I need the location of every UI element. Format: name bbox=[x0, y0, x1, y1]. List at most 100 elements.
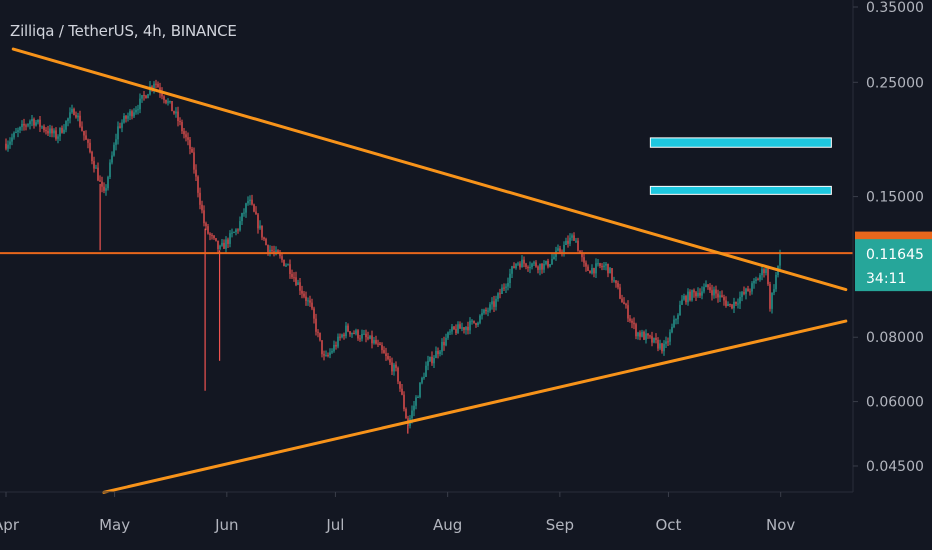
candle-body bbox=[273, 251, 275, 253]
candle-body bbox=[703, 287, 705, 292]
candle-body bbox=[193, 152, 195, 170]
candle-body bbox=[369, 335, 371, 339]
candle-body bbox=[433, 358, 435, 364]
time-tick-label: Oct bbox=[655, 516, 681, 534]
candle-body bbox=[705, 284, 707, 288]
candle-body bbox=[181, 121, 183, 132]
candle-body bbox=[123, 115, 125, 123]
candle-body bbox=[319, 332, 321, 341]
candle-body bbox=[217, 240, 219, 249]
candle-body bbox=[677, 315, 679, 320]
candle-body bbox=[691, 290, 693, 301]
candle-body bbox=[141, 95, 143, 99]
candle-body bbox=[71, 109, 73, 113]
candle-body bbox=[469, 320, 471, 331]
candle-body bbox=[689, 291, 691, 301]
candle-body bbox=[243, 212, 245, 214]
candle-body bbox=[509, 273, 511, 283]
candle-body bbox=[743, 292, 745, 294]
candle-body bbox=[11, 137, 13, 142]
time-tick-label: Aug bbox=[433, 516, 462, 534]
candle-body bbox=[729, 303, 731, 305]
candle-body bbox=[475, 323, 477, 325]
candle-body bbox=[307, 300, 309, 302]
candle-body bbox=[619, 287, 621, 299]
candle-body bbox=[711, 290, 713, 296]
candle-body bbox=[237, 229, 239, 231]
candle-body bbox=[329, 352, 331, 356]
candle-body bbox=[551, 258, 553, 265]
candle-body bbox=[663, 343, 665, 352]
candle-body bbox=[147, 94, 149, 99]
candle-body bbox=[299, 282, 301, 291]
candle-body bbox=[727, 303, 729, 306]
candle-body bbox=[25, 125, 27, 127]
candle-body bbox=[583, 257, 585, 263]
candle-body bbox=[127, 115, 129, 119]
candle-body bbox=[337, 336, 339, 347]
time-axis[interactable]: Apr May Jun Jul Aug Sep Oct Nov bbox=[0, 492, 795, 534]
candle-body bbox=[541, 263, 543, 270]
candle-body bbox=[255, 211, 257, 215]
candle-body bbox=[457, 324, 459, 334]
candle-body bbox=[679, 304, 681, 316]
candle-body bbox=[501, 287, 503, 294]
candle-body bbox=[451, 326, 453, 332]
candle-body bbox=[613, 280, 615, 282]
candle-body bbox=[453, 326, 455, 330]
candle-body bbox=[125, 115, 127, 119]
candle-body bbox=[721, 295, 723, 298]
candle-body bbox=[375, 340, 377, 344]
candle-body bbox=[301, 290, 303, 294]
candle-body bbox=[187, 137, 189, 140]
candle-body bbox=[717, 293, 719, 298]
target-zone-box bbox=[649, 137, 832, 148]
candle-body bbox=[637, 332, 639, 337]
candle-body bbox=[235, 229, 237, 233]
candle-body bbox=[253, 204, 255, 212]
candle-body bbox=[101, 181, 103, 187]
candle-body bbox=[143, 95, 145, 97]
candle-body bbox=[271, 249, 273, 252]
time-tick-label: Apr bbox=[0, 516, 20, 534]
candle-body bbox=[339, 336, 341, 338]
candle-body bbox=[447, 332, 449, 338]
candle-body bbox=[199, 192, 201, 205]
candle-body bbox=[523, 259, 525, 264]
candle-body bbox=[617, 283, 619, 288]
last-price-badge bbox=[855, 239, 932, 292]
candle-body bbox=[259, 225, 261, 229]
price-axis[interactable]: 0.35000 0.25000 0.15000 0.08000 0.06000 0.045… bbox=[853, 0, 924, 475]
candle-body bbox=[725, 300, 727, 306]
candle-body bbox=[441, 341, 443, 352]
candle-body bbox=[661, 343, 663, 352]
candle-body bbox=[321, 340, 323, 355]
candle-body bbox=[365, 333, 367, 338]
candle-body bbox=[231, 232, 233, 234]
candle-body bbox=[767, 268, 769, 285]
candle-body bbox=[669, 332, 671, 342]
candle-body bbox=[371, 335, 373, 344]
candle-body bbox=[83, 130, 85, 136]
candle-body bbox=[413, 405, 415, 411]
candle-body bbox=[251, 199, 253, 205]
candle-body bbox=[81, 126, 83, 131]
candle-body bbox=[367, 337, 369, 339]
candle-body bbox=[261, 225, 263, 238]
candle-body bbox=[411, 410, 413, 419]
candle-body bbox=[513, 266, 515, 268]
candle-body bbox=[741, 292, 743, 297]
candle-body bbox=[609, 268, 611, 274]
candle-body bbox=[191, 148, 193, 153]
candle-body bbox=[215, 238, 217, 241]
candle-body bbox=[223, 242, 225, 249]
candle-body bbox=[331, 351, 333, 353]
price-tick-label: 0.08000 bbox=[866, 330, 924, 346]
candle-body bbox=[85, 135, 87, 140]
candle-body bbox=[213, 235, 215, 239]
candle-body bbox=[63, 129, 65, 133]
candle-body bbox=[43, 126, 45, 131]
candle-body bbox=[403, 394, 405, 409]
candle-body bbox=[427, 360, 429, 366]
